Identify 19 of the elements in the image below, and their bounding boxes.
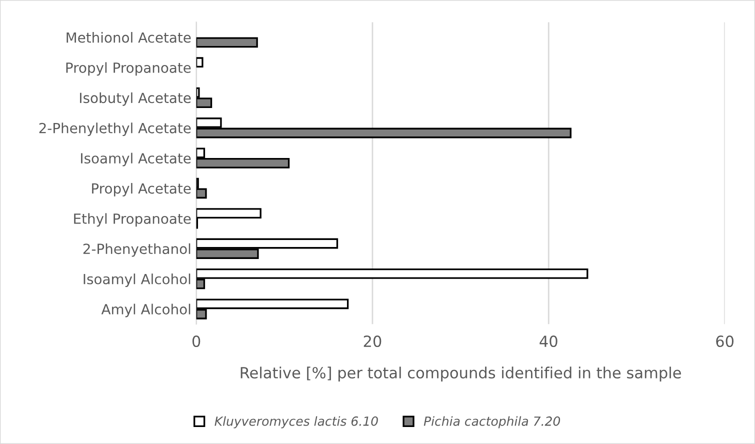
y-tick-label: Methionol Acetate [66,32,191,43]
x-tick-label: 0 [192,336,200,348]
x-tick-label: 40 [540,336,558,348]
y-tick-label: Ethyl Propanoate [74,213,191,227]
legend-label: Pichia cactophila 7.20 [424,416,560,428]
bar [196,57,204,68]
y-tick-label: Isobutyl Acetate [80,92,191,106]
x-tick-label: 20 [364,336,382,348]
bar [196,37,258,48]
y-tick-label: Amyl Alcohol [101,304,190,318]
x-axis-title: Relative [%] per total compounds identified in the sample [240,366,681,382]
y-tick-label: 2-Phenyethanol [83,243,190,257]
legend-label: Kluyveromyces lactis 6.10 [214,416,378,428]
y-tick-label: Propyl Propanoate [66,62,191,76]
y-tick-label: Propyl Acetate [92,182,191,196]
y-tick-label: Isoamyl Acetate [81,152,191,166]
y-tick-label: 2-Phenylethyl Acetate [39,122,191,136]
x-tick-label: 60 [716,336,734,348]
y-tick-label: Isoamyl Alcohol [84,274,190,287]
